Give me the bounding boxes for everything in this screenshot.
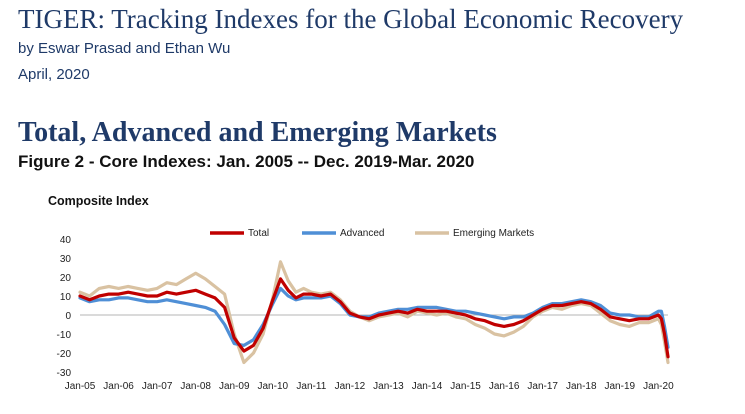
legend-label: Total [248,228,269,239]
y-tick-label: 10 [60,292,72,303]
y-tick-label: -30 [57,368,72,379]
series-line-emerging-markets [78,260,670,365]
x-tick-label: Jan-11 [296,381,326,392]
x-tick-label: Jan-12 [335,381,366,392]
y-tick-label: -10 [57,330,72,341]
x-tick-label: Jan-09 [219,381,250,392]
x-tick-label: Jan-05 [65,381,96,392]
y-tick-label: -20 [57,349,72,360]
x-tick-label: Jan-19 [605,381,636,392]
x-tick-label: Jan-15 [450,381,481,392]
x-tick-label: Jan-17 [527,381,558,392]
x-tick-label: Jan-10 [257,381,288,392]
chart-legend: Total Advanced Emerging Markets [210,228,534,239]
series-line-advanced [78,286,670,349]
y-tick-label: 0 [65,311,71,322]
x-tick-label: Jan-07 [142,381,173,392]
publication-date: April, 2020 [18,66,90,83]
legend-label: Advanced [340,228,384,239]
x-tick-label: Jan-20 [643,381,674,392]
x-tick-label: Jan-13 [373,381,404,392]
y-axis-ticks: -30 -20 -10 0 10 20 30 40 [57,235,72,379]
page-title: TIGER: Tracking Indexes for the Global E… [18,4,684,34]
x-axis-ticks: Jan-05 Jan-06 Jan-07 Jan-08 Jan-09 Jan-10 Jan-… [65,381,674,392]
x-tick-label: Jan-18 [566,381,597,392]
legend-label: Emerging Markets [453,228,534,239]
composite-index-chart: Total Advanced Emerging Markets -30 -20 -10 0… [57,228,675,392]
x-tick-label: Jan-08 [180,381,211,392]
y-tick-label: 30 [60,254,72,265]
chart-title: Composite Index [48,194,149,208]
series-lines [78,260,670,365]
y-tick-label: 40 [60,235,72,246]
x-tick-label: Jan-14 [412,381,443,392]
y-tick-label: 20 [60,273,72,284]
section-title: Total, Advanced and Emerging Markets [18,117,497,148]
x-tick-label: Jan-06 [103,381,134,392]
x-tick-label: Jan-16 [489,381,520,392]
figure-caption: Figure 2 - Core Indexes: Jan. 2005 -- De… [18,152,475,171]
series-line-total [78,277,670,359]
authors: by Eswar Prasad and Ethan Wu [18,40,231,57]
